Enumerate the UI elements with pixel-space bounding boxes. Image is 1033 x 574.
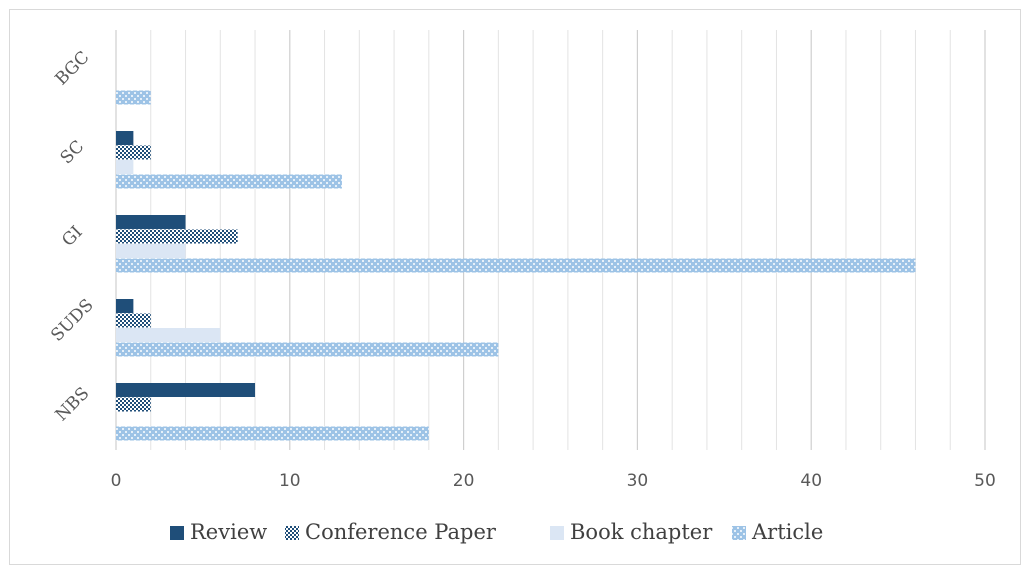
legend: Review Conference Paper Book chapter Articl…	[170, 520, 823, 544]
x-tick-label: 40	[800, 471, 822, 491]
bar-article-nbs	[116, 426, 429, 441]
legend-swatch	[285, 526, 299, 540]
bar-review-sc	[116, 131, 134, 145]
legend-label: Conference Paper	[305, 520, 497, 544]
bar-conference-paper-suds	[116, 313, 151, 328]
y-axis: NBS SUDS GI SC BGC	[47, 47, 97, 425]
bar-review-suds	[116, 299, 134, 313]
x-tick-label: 20	[453, 471, 475, 491]
y-category-label: BGC	[51, 47, 93, 89]
x-tick-label: 50	[974, 471, 996, 491]
bar-conference-paper-gi	[116, 229, 238, 244]
legend-swatch	[732, 526, 746, 540]
x-tick-label: 10	[279, 471, 301, 491]
legend-swatch	[550, 526, 564, 540]
bar-article-bgc	[116, 90, 151, 105]
bar-conference-paper-nbs	[116, 397, 151, 412]
gridlines	[115, 30, 986, 450]
chart-frame: 0 10 20 30 40 50 NBS SUDS GI SC BGC Review Confere…	[9, 9, 1021, 565]
bar-book-chapter-suds	[116, 328, 221, 342]
bar-review-nbs	[116, 383, 256, 397]
bar-article-sc	[116, 174, 342, 189]
bar-article-suds	[116, 342, 499, 357]
y-category-label: SC	[57, 137, 89, 169]
bar-article-gi	[116, 258, 916, 273]
legend-label: Article	[751, 520, 823, 544]
bar-book-chapter-gi	[116, 244, 186, 258]
bar-book-chapter-sc	[116, 160, 134, 174]
bar-chart: 0 10 20 30 40 50 NBS SUDS GI SC BGC Review Confere…	[47, 30, 996, 544]
legend-swatch	[170, 526, 184, 540]
legend-label: Book chapter	[570, 520, 713, 544]
bars	[116, 90, 916, 441]
bar-review-gi	[116, 215, 186, 229]
x-axis: 0 10 20 30 40 50	[111, 471, 996, 491]
y-category-label: NBS	[52, 384, 94, 426]
y-category-label: SUDS	[47, 295, 97, 345]
y-category-label: GI	[58, 222, 86, 250]
x-tick-label: 0	[111, 471, 122, 491]
legend-label: Review	[190, 520, 267, 544]
bar-conference-paper-sc	[116, 145, 151, 160]
x-tick-label: 30	[627, 471, 649, 491]
